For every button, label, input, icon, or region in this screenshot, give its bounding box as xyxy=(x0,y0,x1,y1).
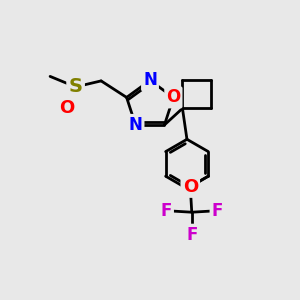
Text: O: O xyxy=(60,100,75,118)
Text: O: O xyxy=(166,88,181,106)
Text: F: F xyxy=(186,226,197,244)
Text: N: N xyxy=(143,71,157,89)
Text: O: O xyxy=(183,178,198,196)
Text: F: F xyxy=(160,202,172,220)
Text: S: S xyxy=(69,77,82,96)
Text: N: N xyxy=(129,116,142,134)
Text: F: F xyxy=(212,202,223,220)
